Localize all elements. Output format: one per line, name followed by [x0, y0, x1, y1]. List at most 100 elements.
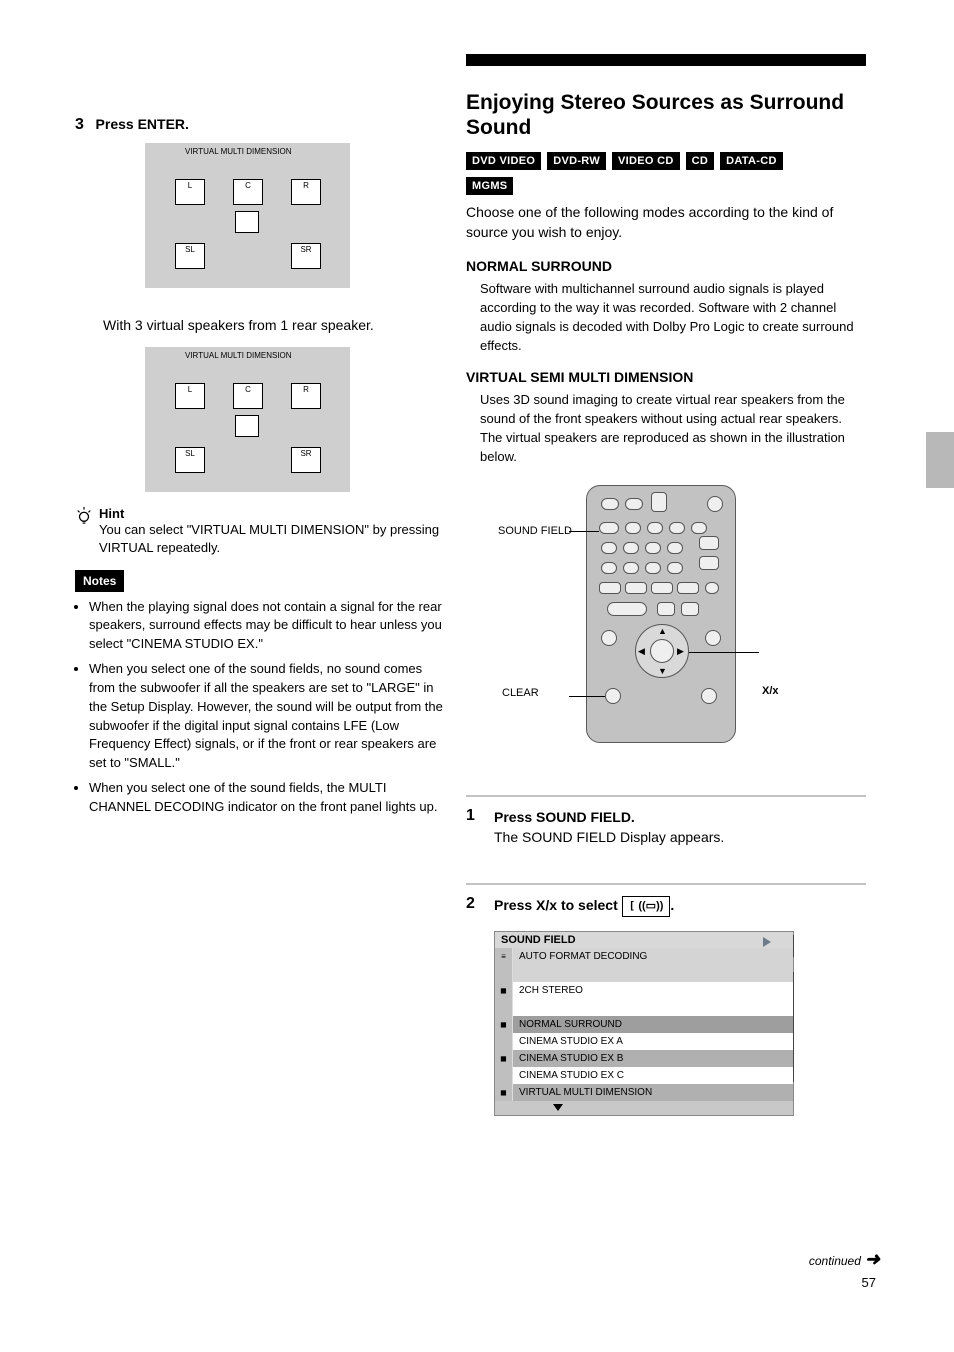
sf-row-text: CINEMA STUDIO EX B: [513, 1050, 793, 1067]
remote-btn: [707, 496, 723, 512]
speaker-waves-icon: ((▭)): [638, 900, 663, 912]
chart2-speaker-R: R: [291, 383, 321, 409]
callout-line: [569, 696, 605, 697]
remote-btn: [599, 522, 619, 534]
sf-row-icon: ◼: [495, 1050, 513, 1067]
sf-menu-row: ◼ VIRTUAL MULTI DIMENSION: [495, 1084, 793, 1101]
sf-row-icon: ≡: [495, 948, 513, 965]
continued-label: continued ➜: [809, 1249, 880, 1270]
remote-btn: [677, 582, 699, 594]
remote-btn: [607, 602, 647, 616]
arrow-up-icon: ▲: [658, 626, 667, 636]
remote-btn: [623, 542, 639, 554]
page-number: 57: [862, 1275, 876, 1290]
sf-menu-header: SOUND FIELD: [495, 932, 793, 948]
disc-type-badges-2: MGMS: [466, 177, 866, 195]
sf-menu-title: SOUND FIELD: [501, 934, 576, 946]
remote-btn: [651, 492, 667, 512]
badge: DVD-RW: [547, 152, 606, 170]
sf-menu-row: [495, 999, 793, 1016]
badge: VIDEO CD: [612, 152, 680, 170]
sf-menu-row: CINEMA STUDIO EX C: [495, 1067, 793, 1084]
chart1-speaker-C: C: [233, 179, 263, 205]
notes-item: When you select one of the sound fields,…: [89, 660, 445, 773]
continued-arrow-icon: ➜: [865, 1249, 880, 1270]
arrow-right-icon: ▶: [677, 646, 684, 657]
step2-text-c: .: [670, 897, 674, 913]
chart2-speaker-SR: SR: [291, 447, 321, 473]
remote-control: ▲ ▼ ◀ ▶: [586, 485, 736, 743]
callout-line: [689, 652, 759, 653]
sf-menu-body: ≡ AUTO FORMAT DECODING ◼ 2CH STEREO: [495, 948, 793, 1101]
sf-menu-row: CINEMA STUDIO EX A: [495, 1033, 793, 1050]
sf-row-icon: [495, 1033, 513, 1050]
chart1-title: VIRTUAL MULTI DIMENSION: [185, 147, 292, 156]
chart2-speaker-SL: SL: [175, 447, 205, 473]
continued-text: continued: [809, 1254, 861, 1268]
vsmd-text: Uses 3D sound imaging to create virtual …: [466, 391, 866, 466]
remote-btn: [705, 630, 721, 646]
subhead-vsmd: VIRTUAL SEMI MULTI DIMENSION: [466, 368, 866, 388]
remote-btn: [667, 542, 683, 554]
callout-line: [569, 531, 599, 532]
intro-paragraph: Choose one of the following modes accord…: [466, 203, 866, 242]
chart1-speaker-R: R: [291, 179, 321, 205]
hint-text: You can select "VIRTUAL MULTI DIMENSION"…: [99, 521, 445, 557]
remote-btn: [701, 688, 717, 704]
sf-menu-footer: [495, 1101, 793, 1115]
sf-row-text: NORMAL SURROUND: [513, 1016, 793, 1033]
sf-row-icon: ◼: [495, 1016, 513, 1033]
step-divider: [466, 795, 866, 797]
badge: MGMS: [466, 177, 513, 195]
remote-btn: [645, 562, 661, 574]
remote-btn: [669, 522, 685, 534]
remote-btn: [601, 562, 617, 574]
remote-btn: [681, 602, 699, 616]
chart2-speaker-C: C: [233, 383, 263, 409]
sf-row-icon: [495, 999, 513, 1016]
hint-row: Hint You can select "VIRTUAL MULTI DIMEN…: [75, 506, 445, 557]
step1-text: Press SOUND FIELD.: [494, 807, 724, 827]
right-column: Enjoying Stereo Sources as Surround Soun…: [466, 90, 866, 1116]
sf-menu-row: ≡ AUTO FORMAT DECODING: [495, 948, 793, 965]
remote-label-updown: X/x: [762, 685, 779, 697]
step2-text: Press X/x to select [ ((▭)) .: [494, 895, 674, 917]
arrow-left-icon: ◀: [638, 646, 645, 657]
step3-text: Press ENTER.: [96, 116, 189, 132]
left-column: 3 Press ENTER. VIRTUAL MULTI DIMENSION L…: [75, 115, 445, 823]
sound-field-menu: SOUND FIELD ≡ AUTO FORMAT DECODING ◼ 2CH…: [494, 931, 794, 1116]
hint-body: Hint You can select "VIRTUAL MULTI DIMEN…: [99, 506, 445, 557]
notes-list: When the playing signal does not contain…: [75, 598, 445, 817]
chart1-speaker-L: L: [175, 179, 205, 205]
menu-side-line: [793, 935, 794, 957]
step2-updown: X/x: [536, 897, 557, 913]
remote-btn: [601, 630, 617, 646]
play-icon: [763, 937, 771, 947]
step-divider: [466, 883, 866, 885]
badge: CD: [686, 152, 715, 170]
step-2: 2 Press X/x to select [ ((▭)) . SOUND FI…: [466, 883, 866, 1116]
remote-dpad-center: [650, 639, 674, 663]
remote-label-sound-field: SOUND FIELD: [462, 525, 572, 537]
step-1: 1 Press SOUND FIELD. The SOUND FIELD Dis…: [466, 795, 866, 848]
sf-menu-row: ◼ 2CH STEREO: [495, 982, 793, 999]
remote-btn: [601, 498, 619, 510]
chart2-title: VIRTUAL MULTI DIMENSION: [185, 351, 292, 360]
normal-surround-text: Software with multichannel surround audi…: [466, 280, 866, 355]
chart2-speaker-sub: [235, 415, 259, 437]
remote-btn: [599, 582, 621, 594]
step3-row: 3 Press ENTER.: [75, 115, 445, 135]
badge: DATA-CD: [720, 152, 783, 170]
remote-btn: [647, 522, 663, 534]
sf-row-text: AUTO FORMAT DECODING: [513, 948, 793, 965]
hint-icon: [75, 506, 93, 524]
sf-row-icon: [495, 1067, 513, 1084]
remote-btn: [625, 582, 647, 594]
sf-menu-row: [495, 965, 793, 982]
sf-row-icon: ◼: [495, 982, 513, 999]
scroll-down-icon: [553, 1104, 563, 1111]
section-heading: Enjoying Stereo Sources as Surround Soun…: [466, 90, 866, 140]
sound-field-inline-icon: [ ((▭)): [622, 896, 671, 917]
remote-btn: [699, 536, 719, 550]
step1-number: 1: [466, 807, 484, 825]
